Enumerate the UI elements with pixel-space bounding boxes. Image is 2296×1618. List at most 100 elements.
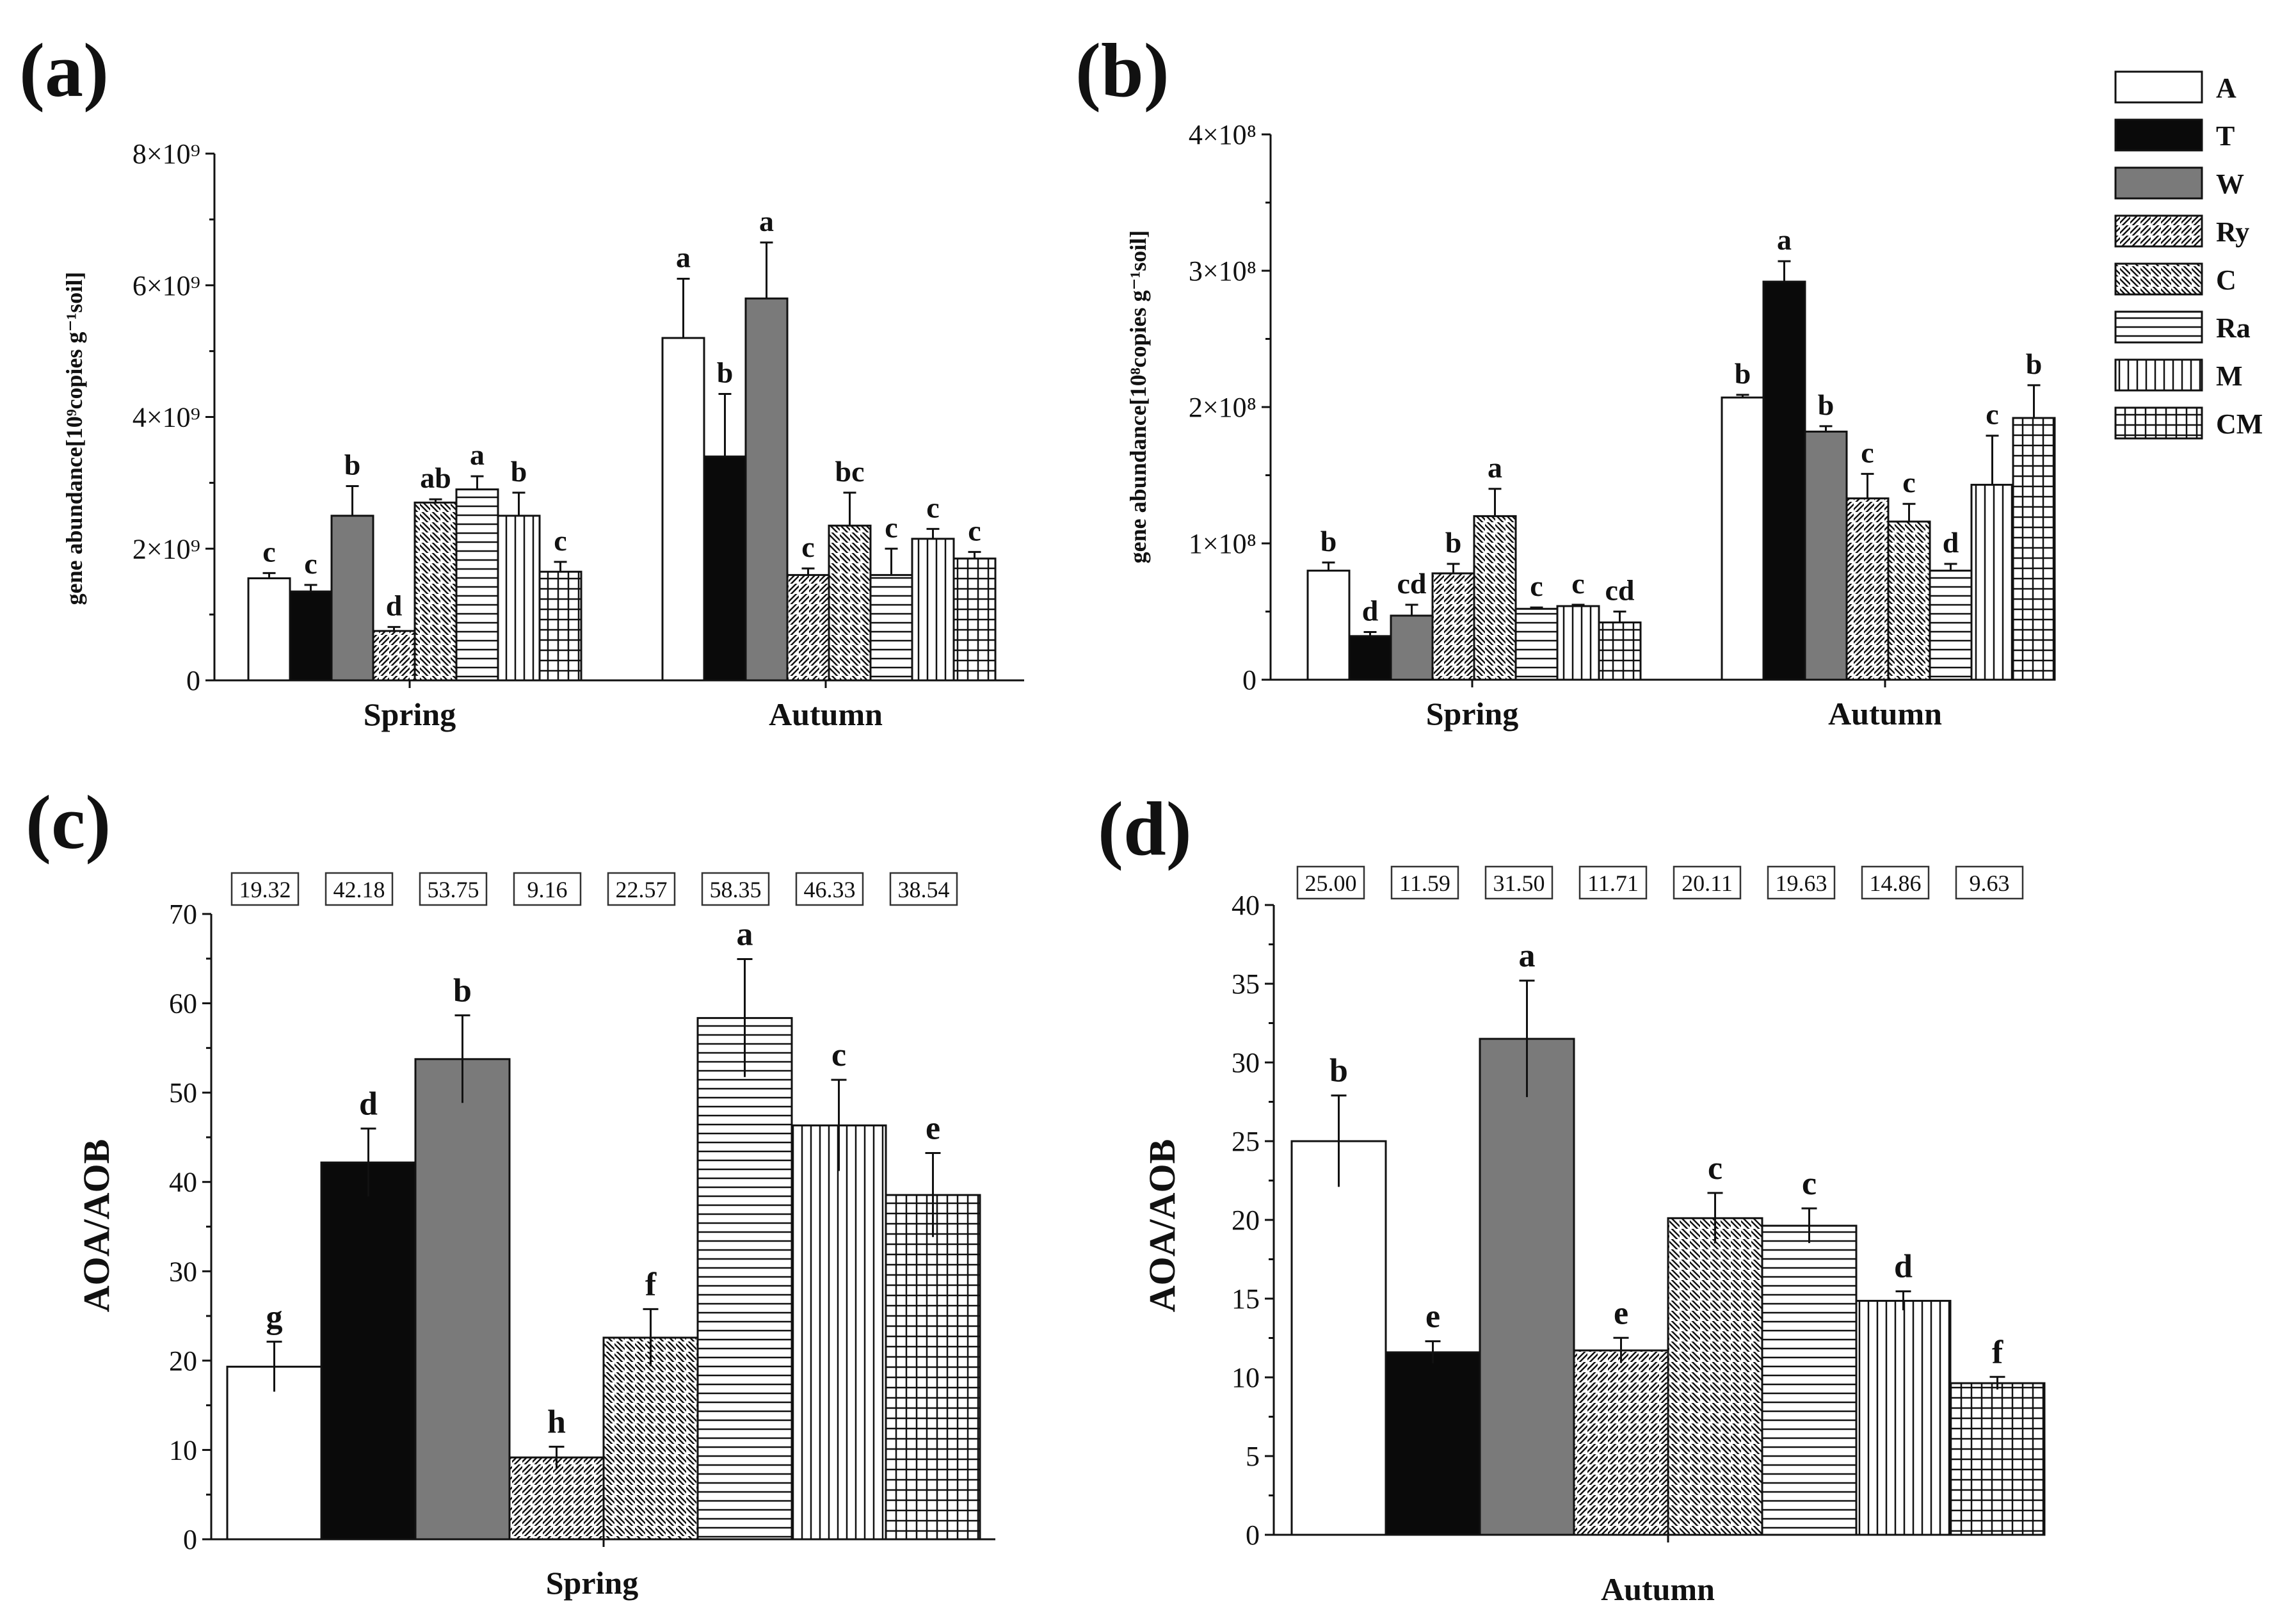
bar-a-spring-b <box>1306 570 1351 681</box>
value-box-text-w-c: 53.75 <box>428 877 479 902</box>
y-axis-title-a: gene abundance[10⁹copies g⁻¹soil] <box>61 272 87 605</box>
sig-letter-ra-autumn-b: d <box>1943 526 1959 559</box>
legend-label-a: A <box>2216 72 2236 104</box>
value-box-text-a-d: 25.00 <box>1305 870 1357 896</box>
value-box-ra-d <box>1767 865 1836 900</box>
sig-letter-t-spring-a: c <box>304 547 317 580</box>
bar-cm-d <box>1949 1382 2046 1536</box>
sig-letter-a-spring-b: b <box>1321 525 1337 557</box>
sig-letter-a-d: b <box>1329 1053 1348 1089</box>
sig-letter-c-spring-b: a <box>1488 451 1502 484</box>
y-tick-label-d: 10 <box>1232 1362 1260 1393</box>
legend-label-t: T <box>2216 120 2235 152</box>
bar-t-spring-b <box>1348 635 1392 681</box>
sig-letter-a-autumn-a: a <box>676 241 691 273</box>
sig-letter-m-autumn-b: c <box>1986 398 1998 431</box>
sig-letter-m-spring-a: b <box>511 455 527 488</box>
y-tick-label-a: 6×10⁹ <box>132 270 200 301</box>
sig-letter-t-spring-b: d <box>1362 594 1379 627</box>
y-tick-label-d: 15 <box>1232 1283 1260 1315</box>
sig-letter-ry-autumn-a: c <box>801 531 814 563</box>
bar-ry-d <box>1573 1349 1669 1536</box>
x-axis-title-d: Autumn <box>1601 1571 1715 1607</box>
bar-ra-autumn-b <box>1929 570 1973 681</box>
sig-letter-c-d: c <box>1708 1150 1722 1187</box>
legend-swatch-m <box>2114 358 2203 392</box>
x-tick-label-autumn-a: Autumn <box>769 696 883 732</box>
value-box-text-m-d: 14.86 <box>1870 870 1922 896</box>
value-box-ra-c <box>701 872 770 906</box>
bar-t-spring-a <box>289 590 333 682</box>
bar-m-autumn-b <box>1970 483 2014 681</box>
value-box-w-c <box>419 872 488 906</box>
bar-a-autumn-a <box>661 337 705 682</box>
value-box-text-ra-d: 19.63 <box>1776 870 1827 896</box>
y-axis-title-d: AOA/AOB <box>1141 1139 1183 1313</box>
y-tick-label-d: 30 <box>1232 1047 1260 1078</box>
panel-label-d: (d) <box>1098 786 1192 871</box>
bar-m-spring-b <box>1556 605 1600 681</box>
bar-ra-autumn-a <box>869 573 913 682</box>
sig-letter-ry-c: h <box>547 1404 566 1440</box>
value-box-t-c <box>325 872 394 906</box>
sig-letter-c-spring-a: ab <box>420 461 451 494</box>
y-tick-label-c: 30 <box>169 1256 197 1287</box>
x-axis-title-c: Spring <box>546 1565 639 1601</box>
legend-swatch-c <box>2114 262 2203 296</box>
value-box-c-d <box>1673 865 1742 900</box>
bar-c-autumn-b <box>1887 520 1931 681</box>
bar-m-autumn-a <box>911 538 955 682</box>
sig-letter-m-d: d <box>1894 1249 1913 1285</box>
bar-a-autumn-b <box>1721 396 1765 681</box>
sig-letter-ra-autumn-a: c <box>885 511 897 543</box>
bar-ra-spring-b <box>1514 607 1559 681</box>
sig-letter-cm-autumn-b: b <box>2026 348 2043 380</box>
sig-letter-cm-d: f <box>1992 1334 2003 1370</box>
bar-a-d <box>1290 1140 1387 1536</box>
sig-letter-m-c: c <box>831 1037 846 1073</box>
value-box-text-t-d: 11.59 <box>1399 870 1450 896</box>
sig-letter-cm-spring-a: c <box>554 524 566 557</box>
sig-letter-t-autumn-b: a <box>1777 223 1792 256</box>
value-box-m-d <box>1861 865 1930 900</box>
bar-t-d <box>1385 1351 1481 1536</box>
sig-letter-cm-c: e <box>926 1110 940 1146</box>
value-box-text-a-c: 19.32 <box>239 877 291 902</box>
bar-c-c <box>602 1336 699 1541</box>
bar-c-d <box>1667 1217 1763 1536</box>
bar-ra-d <box>1761 1224 1858 1536</box>
panel-label-c: (c) <box>26 780 111 865</box>
value-box-m-c <box>795 872 864 906</box>
bar-w-autumn-b <box>1804 430 1848 681</box>
y-tick-label-c: 40 <box>169 1167 197 1198</box>
y-tick-label-d: 20 <box>1232 1205 1260 1236</box>
bar-cm-autumn-a <box>952 557 997 682</box>
y-tick-label-c: 70 <box>169 899 197 930</box>
y-tick-label-a: 4×10⁹ <box>132 402 200 433</box>
y-tick-label-c: 20 <box>169 1345 197 1377</box>
y-tick-label-d: 25 <box>1232 1126 1260 1157</box>
y-axis-title-b: gene abundance[10⁸copies g⁻¹soil] <box>1125 230 1151 564</box>
legend-label-w: W <box>2216 168 2244 200</box>
bar-c-autumn-a <box>828 524 872 682</box>
y-tick-label-b: 2×10⁸ <box>1189 392 1256 423</box>
sig-letter-cm-autumn-a: c <box>968 514 981 547</box>
value-box-text-w-d: 31.50 <box>1493 870 1545 896</box>
y-tick-label-a: 8×10⁹ <box>132 138 200 170</box>
sig-letter-a-spring-a: c <box>262 535 275 568</box>
bar-ra-c <box>696 1017 793 1541</box>
sig-letter-c-autumn-a: bc <box>835 455 865 488</box>
value-box-ry-d <box>1578 865 1648 900</box>
legend-label-c: C <box>2216 264 2236 296</box>
legend-swatch-w <box>2114 166 2203 200</box>
sig-letter-t-d: e <box>1425 1299 1440 1335</box>
bar-t-autumn-a <box>703 455 747 682</box>
legend-swatch-a <box>2114 70 2203 104</box>
y-tick-label-a: 0 <box>186 665 200 696</box>
bar-ry-autumn-a <box>786 573 830 682</box>
sig-letter-ry-d: e <box>1614 1295 1628 1331</box>
bar-t-autumn-b <box>1762 280 1806 681</box>
legend-swatch-cm <box>2114 406 2203 440</box>
sig-letter-c-autumn-b: c <box>1902 466 1915 499</box>
y-tick-label-b: 3×10⁸ <box>1189 255 1256 287</box>
